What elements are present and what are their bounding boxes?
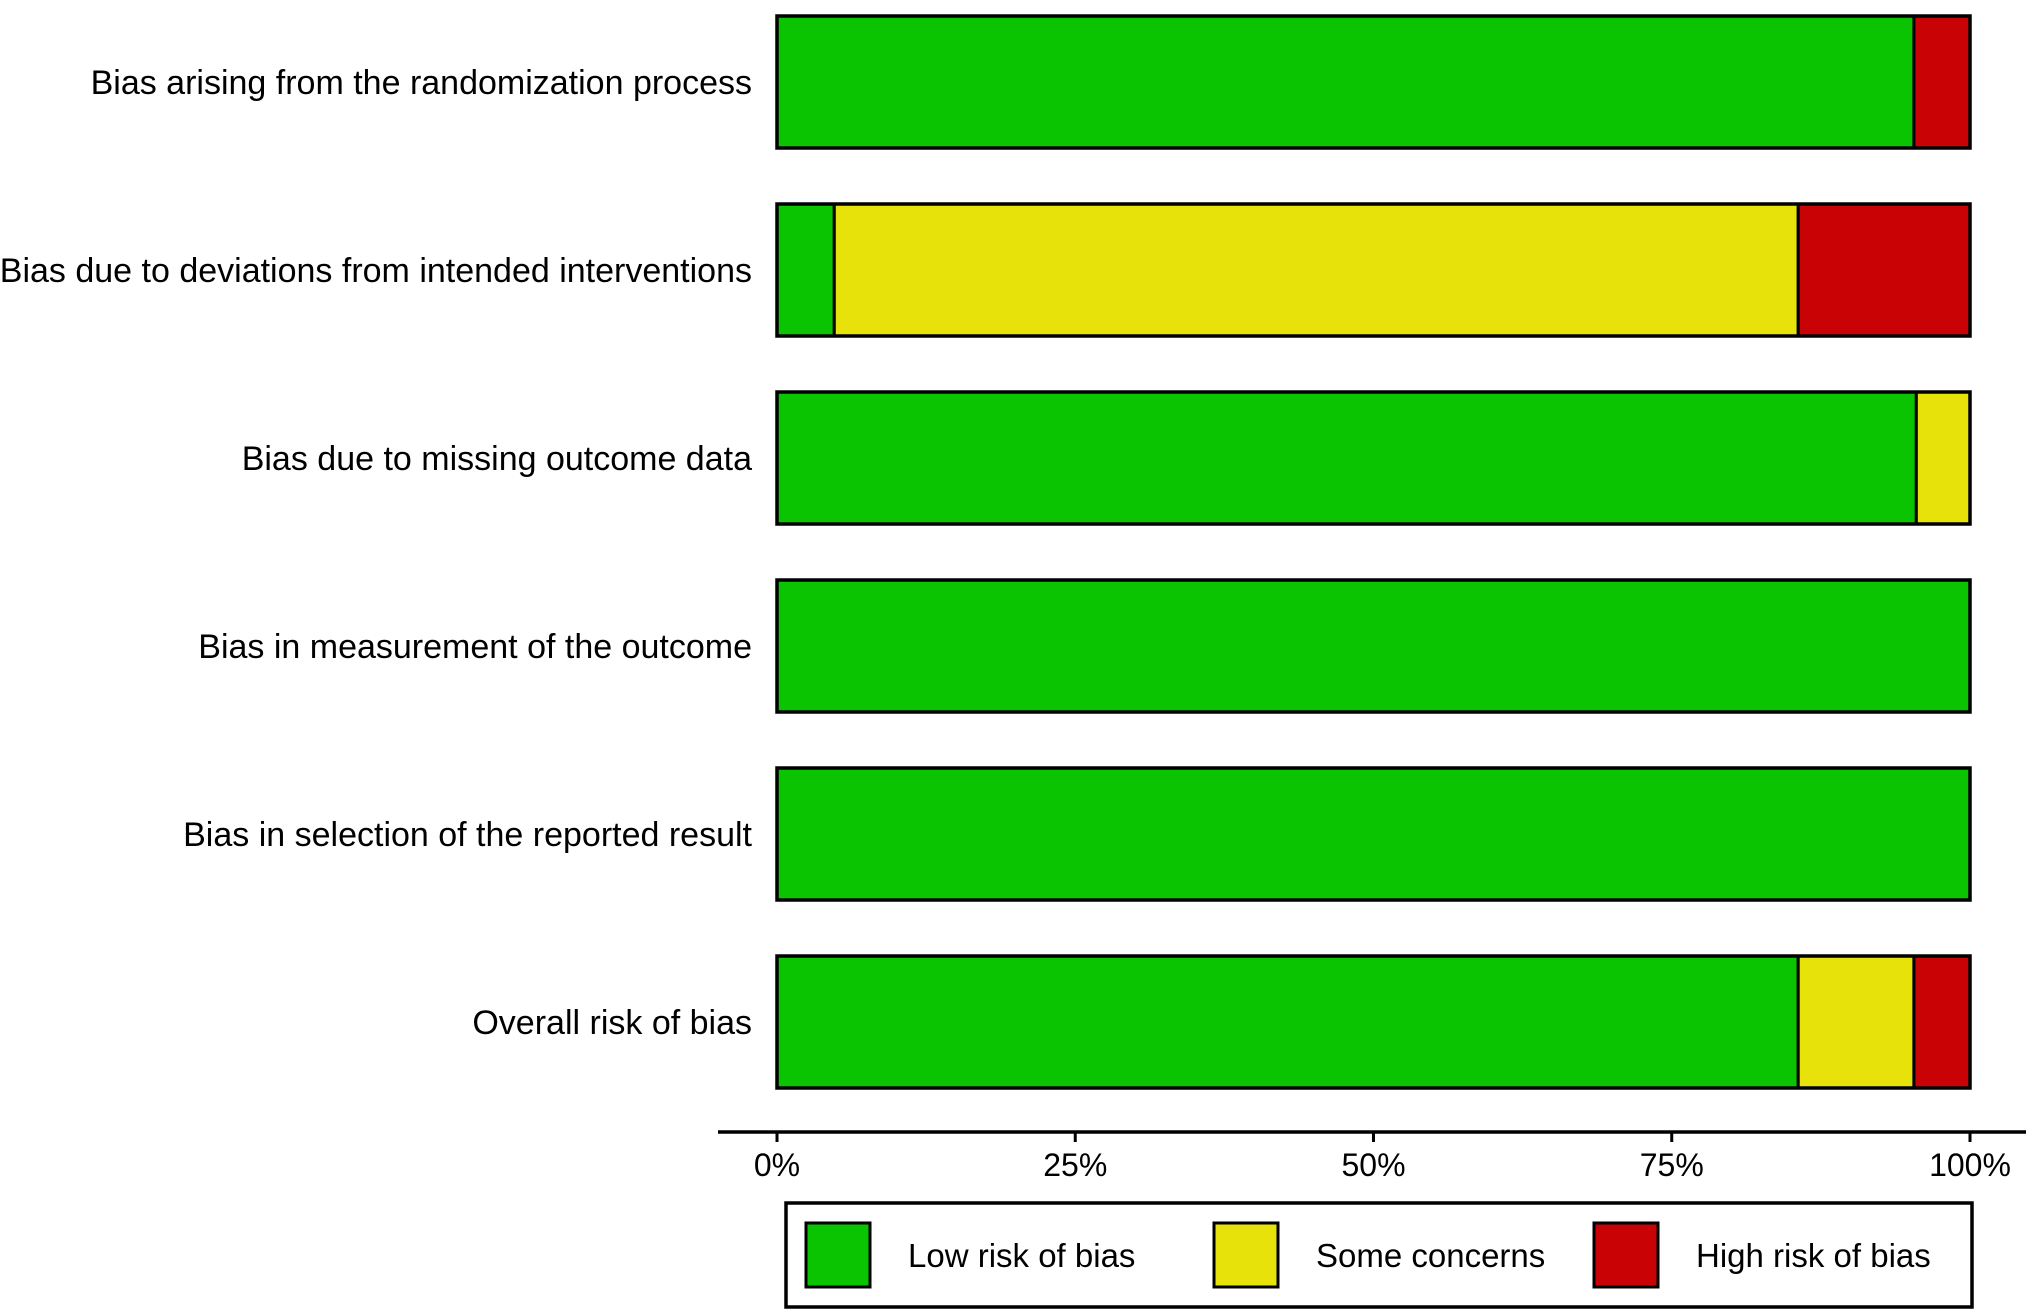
category-label: Bias due to deviations from intended int… [0, 252, 752, 290]
bar-segment-high-risk-of-bias [1796, 202, 1972, 338]
legend-label: High risk of bias [1696, 1237, 1931, 1274]
x-axis: 0% 25% 50% 75% 100% [718, 1130, 2026, 1183]
bar-segment-high-risk-of-bias [1912, 954, 1972, 1090]
category-label: Bias due to missing outcome data [242, 440, 752, 478]
bar-segment-high-risk-of-bias [1912, 14, 1972, 150]
bar-outline [775, 766, 1972, 902]
bar-segment-low-risk-of-bias [775, 202, 836, 338]
category-label: Bias in measurement of the outcome [198, 628, 752, 666]
legend: Low risk of bias Some concerns High risk o… [784, 1201, 1974, 1309]
legend-swatch [1592, 1221, 1660, 1289]
bar-segment-low-risk-of-bias [775, 578, 1972, 714]
category-label: Bias arising from the randomization proc… [91, 64, 752, 102]
x-tick-label: 100% [1929, 1147, 2011, 1183]
bar-segment-low-risk-of-bias [775, 14, 1916, 150]
legend-label: Some concerns [1316, 1237, 1545, 1274]
category-label: Overall risk of bias [472, 1004, 752, 1042]
category-label: Bias in selection of the reported result [183, 816, 752, 854]
bar-segment-some-concerns [1914, 390, 1972, 526]
legend-box [784, 1201, 1974, 1309]
bar-segment-some-concerns [1796, 954, 1916, 1090]
category-labels: Bias arising from the randomization proc… [0, 64, 753, 1042]
bar-outline [775, 14, 1972, 150]
x-tick-label: 75% [1640, 1147, 1704, 1183]
legend-swatch [804, 1221, 872, 1289]
bar-outline [775, 390, 1972, 526]
bar-outline [775, 202, 1972, 338]
x-tick-label: 25% [1043, 1147, 1107, 1183]
bar-outline [775, 954, 1972, 1090]
bar-segment-some-concerns [832, 202, 1800, 338]
bar-segment-low-risk-of-bias [775, 954, 1800, 1090]
bar-segment-low-risk-of-bias [775, 766, 1972, 902]
bar-outline [775, 578, 1972, 714]
bars-layer [775, 14, 1972, 1090]
x-tick-label: 50% [1341, 1147, 1405, 1183]
x-tick-label: 0% [754, 1147, 800, 1183]
legend-label: Low risk of bias [908, 1237, 1135, 1274]
bar-segment-low-risk-of-bias [775, 390, 1918, 526]
legend-swatch [1212, 1221, 1280, 1289]
